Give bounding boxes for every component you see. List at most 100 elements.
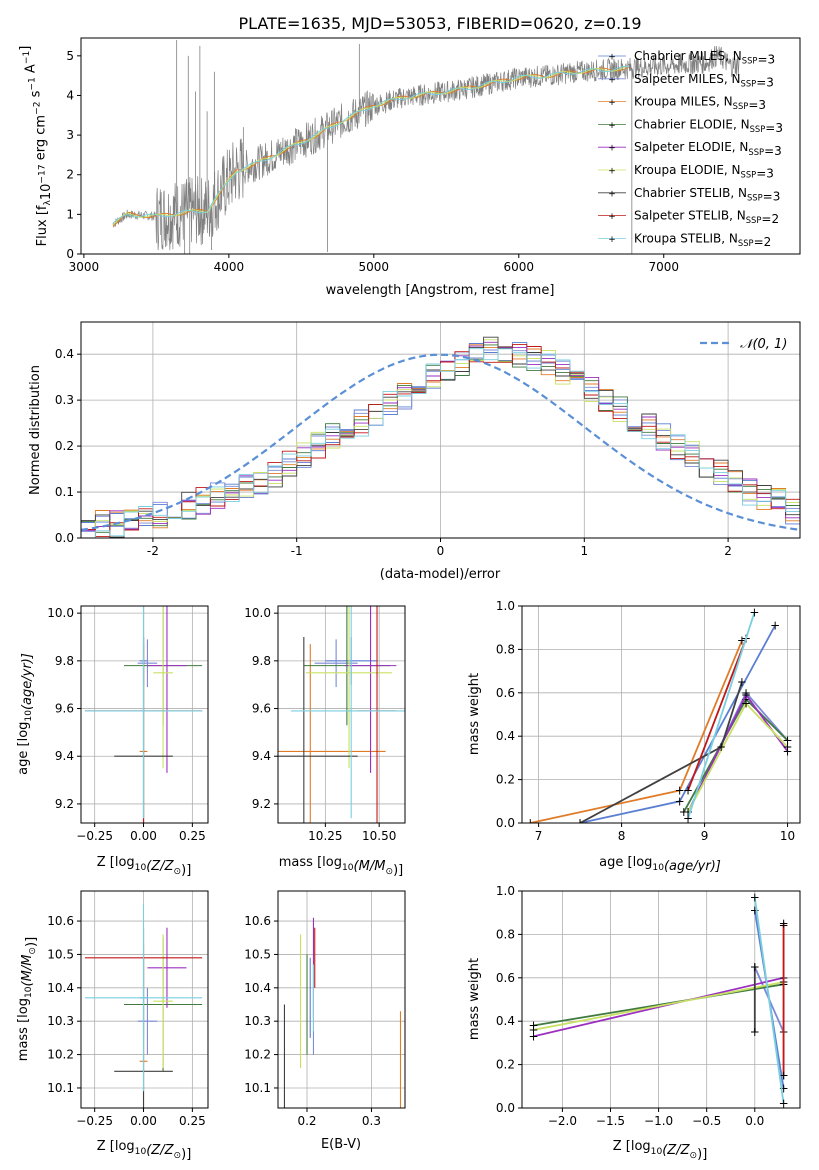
legend-marker: + bbox=[608, 144, 616, 154]
x-tick-label: −2.0 bbox=[548, 1114, 577, 1128]
data-spectrum-line bbox=[112, 45, 740, 251]
legend-marker: + bbox=[608, 235, 616, 245]
legend-label: Kroupa ELODIE, NSSP=3 bbox=[634, 163, 774, 181]
y-tick-label: 10.3 bbox=[47, 1014, 74, 1028]
z-mass-panel: −0.25 0.00 0.25 10.1 10.2 10.3 10.4 10.5 10.6 Z [… bbox=[16, 890, 209, 1162]
y-tick-label: 10.0 bbox=[244, 606, 271, 620]
x-tick-label: 0.00 bbox=[130, 1114, 157, 1128]
legend-marker: + bbox=[608, 167, 616, 177]
legend-label: Chabrier ELODIE, NSSP=3 bbox=[634, 117, 783, 135]
mass-weight-point: + bbox=[750, 891, 760, 905]
y-tick-label: 0.6 bbox=[496, 686, 515, 700]
y-tick-label: 0.3 bbox=[55, 393, 74, 407]
axes-frame bbox=[521, 605, 801, 824]
x-tick-label: 5000 bbox=[359, 260, 390, 274]
mass-weight-point: + bbox=[741, 688, 751, 702]
plot-area bbox=[84, 904, 203, 1108]
mass-age-panel: 10.25 10.50 9.2 9.4 9.6 9.8 10.0 mass [log10(M/… bbox=[244, 605, 406, 878]
axes-frame bbox=[80, 890, 209, 1109]
x-tick-label: −0.5 bbox=[692, 1114, 721, 1128]
mass-weight-point: + bbox=[683, 805, 693, 819]
plot-area bbox=[283, 917, 402, 1108]
mass-weight-point: + bbox=[750, 960, 760, 974]
y-tick-label: 9.4 bbox=[252, 749, 271, 763]
mass-weight-point: + bbox=[741, 697, 751, 711]
mass-weight-point: + bbox=[770, 619, 780, 633]
mass-weight-line bbox=[687, 612, 756, 819]
y-tick-label: 5 bbox=[66, 49, 74, 63]
y-tick-label: 9.2 bbox=[55, 797, 74, 811]
spectrum-xlabel: wavelength [Angstrom, rest frame] bbox=[326, 283, 555, 298]
x-tick-label: 6000 bbox=[504, 260, 535, 274]
axes-frame bbox=[521, 890, 801, 1109]
legend-label: Kroupa MILES, NSSP=3 bbox=[634, 95, 766, 113]
y-tick-label: 9.6 bbox=[252, 702, 271, 716]
legend-label: Chabrier MILES, NSSP=3 bbox=[634, 49, 775, 67]
legend-label: Kroupa STELIB, NSSP=2 bbox=[634, 231, 771, 249]
residual-panel: -2 -1 0 1 2 0.0 0.1 0.2 0.3 0.4 𝒩(0, 1) (data-model… bbox=[28, 321, 801, 582]
mass-weight-line bbox=[683, 697, 789, 813]
y-tick-label: 10.3 bbox=[244, 1014, 271, 1028]
spectrum-ylabel: Flux [fλ10−17 erg cm−2 s−1 A−1] bbox=[18, 46, 54, 247]
mass-weight-point: + bbox=[737, 675, 747, 689]
y-tick-label: 10.4 bbox=[47, 981, 74, 995]
mass-weight-point: + bbox=[683, 805, 693, 819]
y-tick-label: 0.2 bbox=[55, 439, 74, 453]
x-tick-label: 1 bbox=[580, 544, 588, 558]
residual-histogram bbox=[81, 344, 800, 538]
legend-marker: + bbox=[608, 212, 616, 222]
age-weight-ylabel: mass weight bbox=[467, 673, 482, 755]
mass-weight-point: + bbox=[529, 1023, 539, 1037]
y-tick-label: 9.2 bbox=[252, 797, 271, 811]
model-spectrum-line bbox=[112, 66, 629, 227]
normal-curve bbox=[81, 353, 800, 531]
y-tick-label: 10.0 bbox=[47, 606, 74, 620]
y-tick-label: 10.6 bbox=[47, 914, 74, 928]
z-mass-xlabel: Z [log10(Z/Z⊙)] bbox=[97, 1139, 192, 1162]
mass-weight-point: + bbox=[575, 816, 585, 830]
y-tick-label: 0.4 bbox=[496, 729, 515, 743]
mass-weight-point: + bbox=[529, 1029, 539, 1043]
mass-weight-point: + bbox=[525, 816, 535, 830]
y-tick-label: 10.1 bbox=[244, 1081, 271, 1095]
z-age-panel: −0.25 0.00 0.25 9.2 9.4 9.6 9.8 10.0 Z [log10(Z/… bbox=[16, 605, 209, 878]
mass-weight-point: + bbox=[741, 692, 751, 706]
mass-weight-line bbox=[579, 625, 776, 823]
mass-weight-point: + bbox=[529, 1019, 539, 1033]
x-tick-label: 7 bbox=[535, 829, 543, 843]
residual-histogram bbox=[81, 348, 800, 538]
mass-weight-line bbox=[753, 897, 785, 1104]
mass-weight-point: + bbox=[675, 783, 685, 797]
mass-weight-point: + bbox=[779, 1097, 789, 1111]
legend-label: Salpeter STELIB, NSSP=2 bbox=[634, 209, 779, 227]
y-tick-label: 0 bbox=[66, 247, 74, 261]
axes-frame bbox=[80, 605, 209, 824]
z-weight-ylabel: mass weight bbox=[467, 958, 482, 1040]
y-tick-label: 0.6 bbox=[496, 971, 515, 985]
legend-label: Salpeter MILES, NSSP=3 bbox=[634, 72, 774, 90]
mass-weight-point: + bbox=[675, 794, 685, 808]
y-tick-label: 0.8 bbox=[496, 927, 515, 941]
plot-area: ++++++++++++++++++ bbox=[529, 891, 789, 1111]
x-tick-label: −1.0 bbox=[644, 1114, 673, 1128]
plot-area bbox=[278, 606, 405, 823]
x-tick-label: 0.3 bbox=[362, 1114, 381, 1128]
y-tick-label: 10.5 bbox=[47, 947, 74, 961]
age-weight-panel: +++++++++++++++++++++++++7 8 9 10 0.0 0.2 0.4 0… bbox=[467, 599, 801, 874]
legend-marker: + bbox=[608, 121, 616, 131]
mass-weight-point: + bbox=[716, 740, 726, 754]
mass-weight-line bbox=[533, 983, 784, 1027]
ebv-mass-xlabel: E(B-V) bbox=[321, 1137, 361, 1152]
y-tick-label: 1 bbox=[66, 207, 74, 221]
y-tick-label: 10.4 bbox=[244, 981, 271, 995]
axes-frame bbox=[277, 605, 406, 824]
y-tick-label: 9.8 bbox=[252, 654, 271, 668]
y-tick-label: 0.0 bbox=[496, 816, 515, 830]
mass-weight-point: + bbox=[737, 634, 747, 648]
mass-weight-line bbox=[579, 681, 743, 823]
plot-area bbox=[112, 39, 740, 254]
legend-marker: + bbox=[608, 98, 616, 108]
x-tick-label: 4000 bbox=[214, 260, 245, 274]
axes-frame bbox=[277, 890, 406, 1109]
